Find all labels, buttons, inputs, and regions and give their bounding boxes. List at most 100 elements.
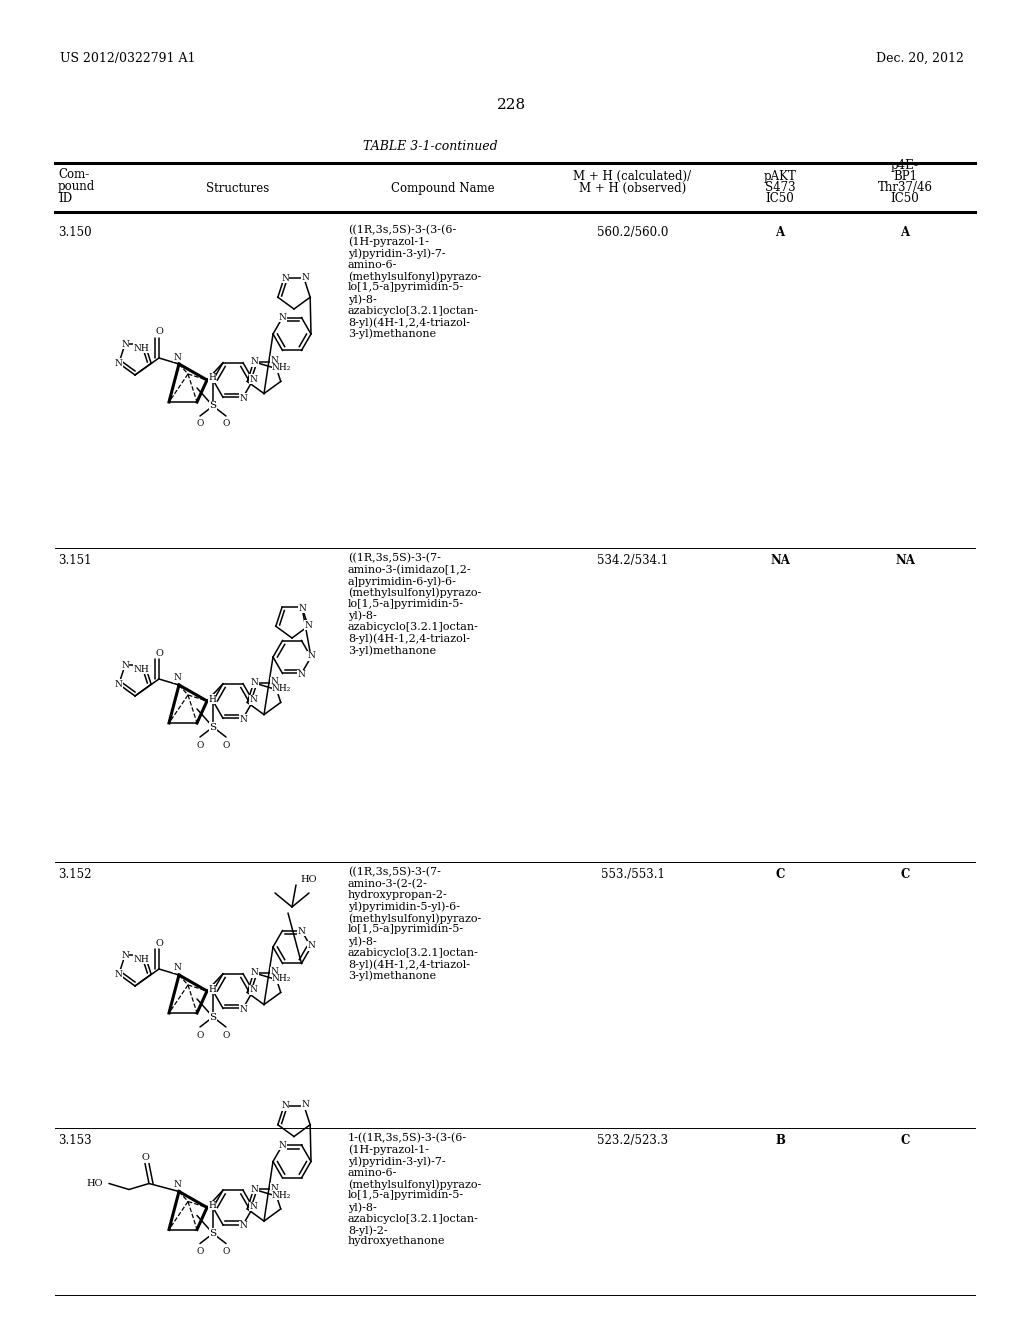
Text: N: N: [270, 1184, 279, 1193]
Text: N: N: [173, 352, 181, 362]
Text: N: N: [121, 950, 129, 960]
Text: NA: NA: [895, 554, 914, 568]
Text: 3.150: 3.150: [58, 226, 91, 239]
Text: HO: HO: [300, 874, 316, 883]
Text: lo[1,5-a]pyrimidin-5-: lo[1,5-a]pyrimidin-5-: [348, 924, 464, 935]
Text: N: N: [270, 356, 279, 366]
Text: yl)-8-: yl)-8-: [348, 936, 377, 946]
Text: N: N: [307, 652, 315, 660]
Text: N: N: [239, 1221, 247, 1230]
Text: O: O: [197, 741, 204, 750]
Text: NA: NA: [770, 554, 790, 568]
Text: S: S: [210, 1229, 216, 1238]
Text: lo[1,5-a]pyrimidin-5-: lo[1,5-a]pyrimidin-5-: [348, 599, 464, 609]
Text: US 2012/0322791 A1: US 2012/0322791 A1: [60, 51, 196, 65]
Text: H: H: [208, 694, 216, 704]
Text: N: N: [270, 968, 279, 977]
Text: S473: S473: [765, 181, 796, 194]
Text: N: N: [239, 1005, 247, 1014]
Text: TABLE 3-1-continued: TABLE 3-1-continued: [362, 140, 498, 153]
Text: N: N: [173, 1180, 181, 1189]
Text: N: N: [307, 941, 315, 950]
Text: azabicyclo[3.2.1]octan-: azabicyclo[3.2.1]octan-: [348, 1213, 479, 1224]
Text: azabicyclo[3.2.1]octan-: azabicyclo[3.2.1]octan-: [348, 948, 479, 957]
Text: O: O: [155, 327, 163, 337]
Text: 3-yl)methanone: 3-yl)methanone: [348, 329, 436, 339]
Text: azabicyclo[3.2.1]octan-: azabicyclo[3.2.1]octan-: [348, 622, 479, 632]
Text: N: N: [121, 339, 129, 348]
Text: N: N: [301, 273, 309, 281]
Text: 8-yl)(4H-1,2,4-triazol-: 8-yl)(4H-1,2,4-triazol-: [348, 317, 470, 327]
Text: N: N: [251, 358, 259, 366]
Text: N: N: [279, 1140, 287, 1150]
Text: hydroxypropan-2-: hydroxypropan-2-: [348, 890, 447, 900]
Text: 8-yl)(4H-1,2,4-triazol-: 8-yl)(4H-1,2,4-triazol-: [348, 960, 470, 970]
Text: O: O: [222, 741, 229, 750]
Text: A: A: [775, 226, 784, 239]
Text: N: N: [249, 375, 257, 384]
Text: lo[1,5-a]pyrimidin-5-: lo[1,5-a]pyrimidin-5-: [348, 282, 464, 293]
Text: O: O: [197, 420, 204, 429]
Text: 560.2/560.0: 560.2/560.0: [597, 226, 669, 239]
Text: O: O: [197, 1247, 204, 1257]
Text: A: A: [900, 226, 909, 239]
Text: N: N: [239, 715, 247, 723]
Text: (methylsulfonyl)pyrazo-: (methylsulfonyl)pyrazo-: [348, 271, 481, 281]
Text: azabicyclo[3.2.1]octan-: azabicyclo[3.2.1]octan-: [348, 305, 479, 315]
Text: N: N: [270, 677, 279, 686]
Text: H: H: [208, 1201, 216, 1210]
Text: Dec. 20, 2012: Dec. 20, 2012: [877, 51, 964, 65]
Text: 1-((1R,3s,5S)-3-(3-(6-: 1-((1R,3s,5S)-3-(3-(6-: [348, 1133, 467, 1143]
Text: S: S: [210, 401, 216, 411]
Text: NH₂: NH₂: [272, 974, 292, 983]
Text: N: N: [173, 964, 181, 973]
Text: a]pyrimidin-6-yl)-6-: a]pyrimidin-6-yl)-6-: [348, 576, 457, 586]
Text: yl)pyrimidin-5-yl)-6-: yl)pyrimidin-5-yl)-6-: [348, 902, 460, 912]
Text: N: N: [249, 986, 257, 994]
Text: H: H: [208, 985, 216, 994]
Text: C: C: [900, 869, 909, 880]
Text: (methylsulfonyl)pyrazo-: (methylsulfonyl)pyrazo-: [348, 1179, 481, 1189]
Text: yl)-8-: yl)-8-: [348, 610, 377, 622]
Text: N: N: [251, 969, 259, 977]
Text: 3-yl)methanone: 3-yl)methanone: [348, 970, 436, 981]
Text: p4E-: p4E-: [891, 158, 919, 172]
Text: N: N: [279, 313, 287, 322]
Text: ((1R,3s,5S)-3-(7-: ((1R,3s,5S)-3-(7-: [348, 553, 441, 564]
Text: O: O: [222, 1247, 229, 1257]
Text: BP1: BP1: [893, 170, 918, 183]
Text: IC50: IC50: [891, 191, 920, 205]
Text: 3.152: 3.152: [58, 869, 91, 880]
Text: yl)-8-: yl)-8-: [348, 1203, 377, 1213]
Text: N: N: [298, 927, 305, 936]
Text: N: N: [281, 1101, 289, 1110]
Text: amino-3-(2-(2-: amino-3-(2-(2-: [348, 879, 428, 888]
Text: O: O: [155, 648, 163, 657]
Text: N: N: [298, 603, 306, 612]
Text: N: N: [115, 970, 123, 978]
Text: Compound Name: Compound Name: [391, 182, 495, 195]
Text: N: N: [281, 273, 289, 282]
Text: yl)pyridin-3-yl)-7-: yl)pyridin-3-yl)-7-: [348, 248, 445, 259]
Text: C: C: [775, 869, 784, 880]
Text: ID: ID: [58, 191, 72, 205]
Text: lo[1,5-a]pyrimidin-5-: lo[1,5-a]pyrimidin-5-: [348, 1191, 464, 1200]
Text: 3-yl)methanone: 3-yl)methanone: [348, 645, 436, 656]
Text: amino-6-: amino-6-: [348, 1167, 397, 1177]
Text: M + H (calculated)/: M + H (calculated)/: [573, 170, 691, 183]
Text: N: N: [304, 620, 312, 630]
Text: pound: pound: [58, 180, 95, 193]
Text: yl)pyridin-3-yl)-7-: yl)pyridin-3-yl)-7-: [348, 1156, 445, 1167]
Text: 228: 228: [498, 98, 526, 112]
Text: N: N: [239, 393, 247, 403]
Text: O: O: [222, 420, 229, 429]
Text: NH: NH: [133, 343, 148, 352]
Text: (methylsulfonyl)pyrazo-: (methylsulfonyl)pyrazo-: [348, 587, 481, 598]
Text: 523.2/523.3: 523.2/523.3: [597, 1134, 668, 1147]
Text: O: O: [222, 1031, 229, 1040]
Text: C: C: [900, 1134, 909, 1147]
Text: N: N: [121, 661, 129, 669]
Text: S: S: [210, 1012, 216, 1022]
Text: NH: NH: [133, 665, 148, 673]
Text: M + H (observed): M + H (observed): [579, 182, 686, 195]
